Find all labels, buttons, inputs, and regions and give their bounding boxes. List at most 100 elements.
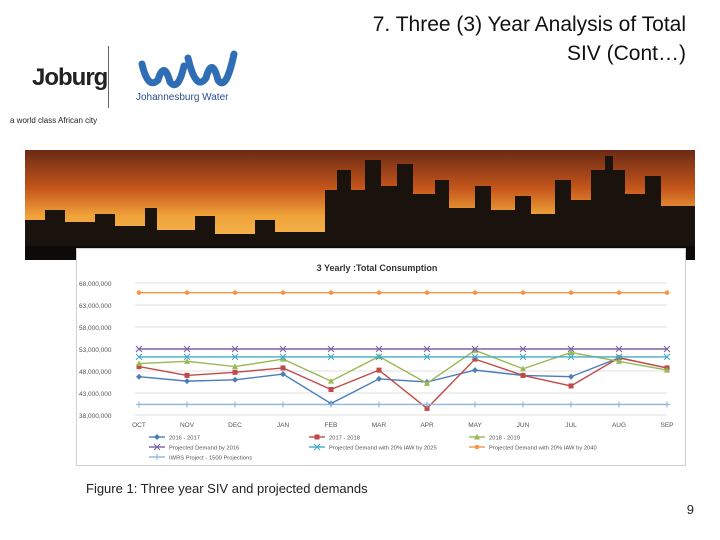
data-point — [424, 401, 430, 408]
series-4 — [135, 345, 671, 353]
legend-item: Projected Demand by 2016 — [149, 443, 239, 452]
data-point — [154, 434, 160, 440]
slide-title-line1: 7. Three (3) Year Analysis of Total — [372, 13, 686, 36]
data-point — [280, 365, 286, 371]
x-tick-label: MAY — [468, 422, 482, 429]
data-point — [153, 443, 161, 451]
chart-title: 3 Yearly :Total Consumption — [317, 263, 438, 273]
data-point — [135, 353, 143, 361]
data-point — [471, 353, 479, 361]
data-point — [616, 355, 622, 361]
data-point — [568, 401, 574, 408]
data-point — [375, 345, 383, 353]
x-tick-label: DEC — [228, 422, 242, 429]
data-point — [376, 375, 382, 382]
data-point — [663, 345, 671, 353]
series-6 — [136, 290, 670, 295]
data-point — [184, 358, 190, 364]
x-axis: OCT NOV DEC JAN FEB MAR APR MAY JUN JUL AUG SEP — [132, 422, 673, 429]
legend-item: Projected Demand with 20% IAW by 2025 — [309, 443, 437, 452]
data-point — [474, 444, 480, 450]
data-point — [327, 353, 335, 361]
legend-item: IWRS Project - 1500 Projections — [149, 454, 252, 462]
y-tick-label: 58,000,000 — [79, 325, 112, 332]
legend-label: 2017 - 2018 — [329, 436, 360, 442]
data-point — [232, 363, 238, 370]
slide-title-line2: SIV (Cont…) — [566, 42, 686, 65]
data-point — [136, 364, 142, 370]
legend-item: 2018 - 2019 — [469, 433, 520, 442]
data-point — [184, 290, 190, 295]
data-point — [423, 353, 431, 361]
data-point — [616, 401, 622, 408]
joburg-logo: Joburg — [32, 64, 108, 91]
x-tick-label: SEP — [660, 422, 673, 429]
logo-divider — [108, 46, 109, 108]
data-point — [135, 345, 143, 353]
x-tick-label: JAN — [277, 422, 290, 429]
data-point — [519, 345, 527, 353]
data-point — [664, 401, 670, 408]
data-point — [471, 345, 479, 353]
data-point — [424, 380, 430, 386]
data-point — [474, 433, 480, 440]
data-point — [616, 358, 622, 364]
data-point — [664, 366, 670, 373]
x-tick-label: JUL — [565, 422, 577, 429]
data-point — [184, 372, 190, 378]
data-point — [519, 353, 527, 361]
data-point — [154, 454, 160, 460]
y-tick-label: 68,000,000 — [79, 281, 112, 288]
data-point — [568, 373, 574, 380]
data-point — [136, 360, 142, 367]
line-chart: 3 Yearly :Total Consumption 38,000,000 43… — [79, 263, 674, 462]
series-1 — [136, 354, 670, 407]
data-point — [328, 401, 334, 408]
data-point — [615, 353, 623, 361]
legend-item: 2016 - 2017 — [149, 434, 200, 442]
data-point — [280, 371, 286, 378]
city-skyline-banner — [25, 150, 695, 260]
data-point — [314, 434, 320, 440]
legend-label: Projected Demand with 20% IAW by 2040 — [489, 446, 597, 452]
data-point — [423, 345, 431, 353]
y-tick-label: 38,000,000 — [79, 413, 112, 420]
data-point — [279, 345, 287, 353]
data-point — [280, 290, 286, 295]
data-point — [183, 345, 191, 353]
data-point — [664, 290, 670, 295]
legend-label: Projected Demand by 2016 — [169, 446, 239, 452]
data-point — [136, 290, 142, 295]
data-point — [280, 355, 286, 362]
data-point — [328, 386, 334, 392]
data-point — [232, 401, 238, 408]
data-point — [472, 401, 478, 408]
joburg-tagline: a world class African city — [10, 116, 98, 125]
y-tick-label: 53,000,000 — [79, 347, 112, 354]
legend-label: 2018 - 2019 — [489, 436, 520, 442]
data-point — [567, 345, 575, 353]
data-point — [375, 353, 383, 361]
data-point — [424, 405, 430, 411]
legend-item: Projected Demand with 20% IAW by 2040 — [469, 444, 597, 452]
data-point — [568, 349, 574, 356]
data-point — [184, 401, 190, 408]
data-point — [567, 353, 575, 361]
johannesburg-water-logo-text: Johannesburg Water — [136, 92, 229, 103]
data-point — [232, 376, 238, 383]
data-point — [313, 443, 321, 451]
data-point — [327, 345, 335, 353]
data-point — [328, 290, 334, 295]
data-point — [472, 356, 478, 362]
figure-caption: Figure 1: Three year SIV and projected d… — [86, 481, 368, 496]
data-point — [232, 290, 238, 295]
data-point — [520, 372, 526, 378]
data-point — [568, 290, 574, 295]
data-point — [376, 290, 382, 295]
data-point — [615, 345, 623, 353]
series-3 — [136, 347, 670, 386]
series-line — [138, 357, 668, 405]
page-number: 9 — [686, 502, 694, 517]
legend-label: IWRS Project - 1500 Projections — [169, 456, 252, 462]
y-tick-label: 43,000,000 — [79, 391, 112, 398]
